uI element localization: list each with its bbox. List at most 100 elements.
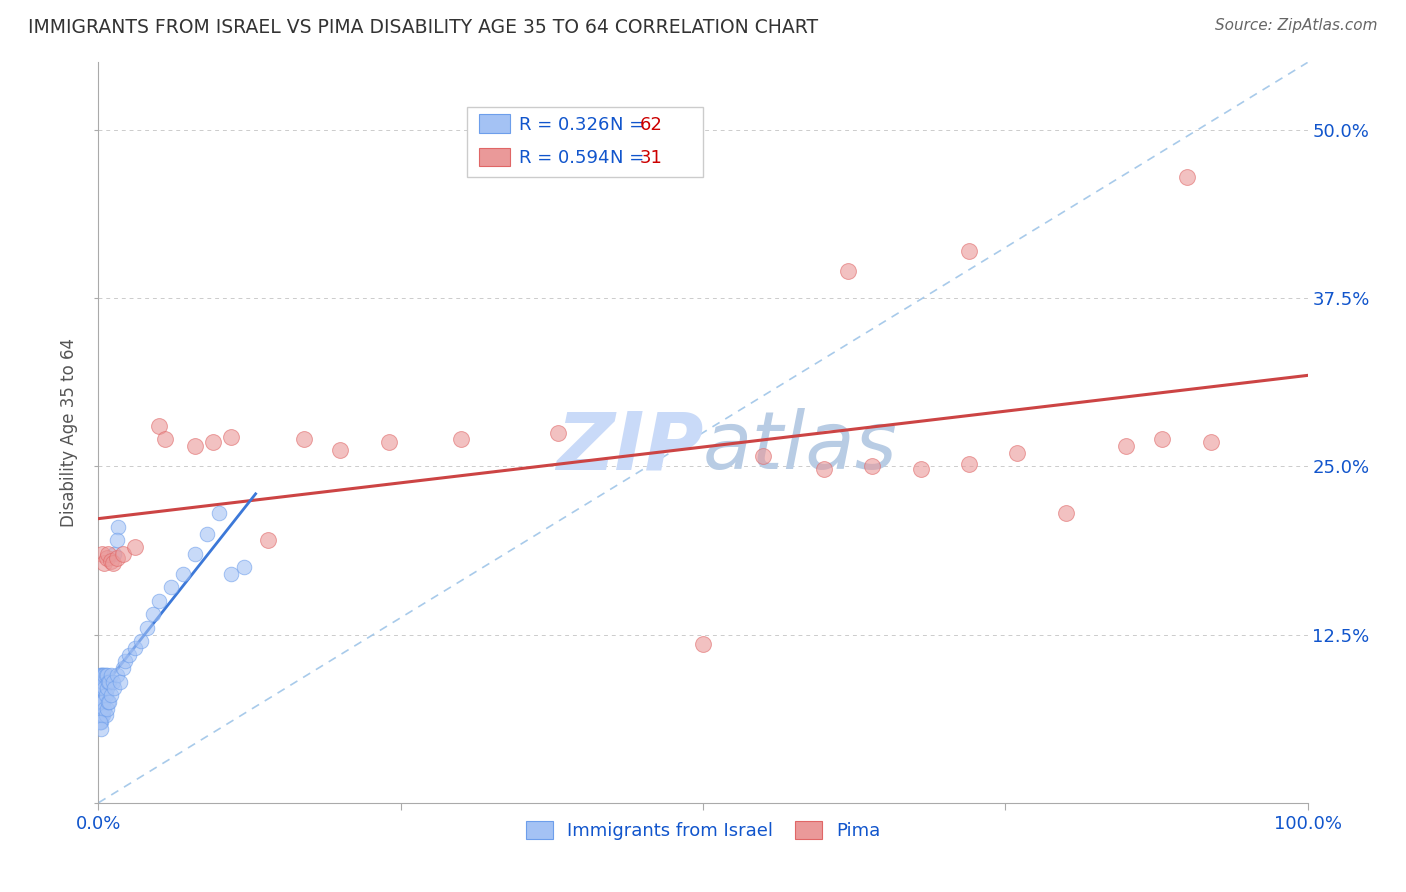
Point — [108, 674, 131, 689]
Point — [100, 668, 122, 682]
Point — [97, 547, 120, 561]
Point — [124, 640, 146, 655]
Point — [111, 547, 134, 561]
Point — [221, 430, 243, 444]
Point — [93, 701, 115, 715]
Point — [103, 681, 125, 696]
Text: 62: 62 — [640, 116, 664, 134]
FancyBboxPatch shape — [479, 114, 509, 133]
Point — [94, 708, 117, 723]
Text: IMMIGRANTS FROM ISRAEL VS PIMA DISABILITY AGE 35 TO 64 CORRELATION CHART: IMMIGRANTS FROM ISRAEL VS PIMA DISABILIT… — [28, 18, 818, 37]
Text: N =: N = — [610, 116, 650, 134]
Point — [91, 668, 114, 682]
Point — [98, 695, 121, 709]
Point — [105, 550, 128, 565]
Text: N =: N = — [610, 149, 650, 167]
Point — [91, 695, 114, 709]
Point — [142, 607, 165, 622]
Point — [93, 556, 115, 570]
Point — [91, 674, 114, 689]
Point — [256, 533, 278, 548]
Point — [89, 688, 111, 702]
Point — [135, 621, 157, 635]
Point — [837, 264, 859, 278]
Point — [90, 674, 112, 689]
Point — [232, 560, 254, 574]
Text: ZIP: ZIP — [555, 409, 703, 486]
Point — [96, 681, 118, 696]
Point — [1175, 169, 1198, 184]
Point — [910, 462, 932, 476]
Point — [94, 688, 117, 702]
FancyBboxPatch shape — [467, 107, 703, 178]
Point — [93, 668, 115, 682]
Point — [90, 708, 112, 723]
Point — [101, 674, 124, 689]
Point — [91, 681, 114, 696]
Point — [91, 674, 114, 689]
Point — [184, 547, 207, 561]
Point — [184, 439, 207, 453]
Point — [91, 708, 114, 723]
Point — [1007, 446, 1029, 460]
Point — [292, 433, 315, 447]
Point — [89, 701, 111, 715]
Point — [100, 553, 122, 567]
Point — [94, 668, 117, 682]
Point — [91, 668, 114, 682]
Point — [153, 433, 176, 447]
Point — [148, 418, 170, 433]
Point — [101, 556, 124, 570]
Point — [96, 701, 118, 715]
Point — [860, 459, 883, 474]
Point — [377, 435, 399, 450]
Text: R = 0.594: R = 0.594 — [519, 149, 610, 167]
Point — [160, 581, 183, 595]
Point — [172, 566, 194, 581]
Point — [89, 681, 111, 696]
Point — [547, 425, 569, 440]
Text: atlas: atlas — [703, 409, 898, 486]
Point — [96, 550, 118, 565]
Point — [202, 435, 225, 450]
Point — [97, 674, 120, 689]
Point — [148, 594, 170, 608]
Point — [195, 526, 218, 541]
Point — [105, 533, 128, 548]
Point — [114, 655, 136, 669]
Point — [97, 695, 120, 709]
FancyBboxPatch shape — [479, 147, 509, 166]
Point — [957, 457, 980, 471]
Point — [91, 695, 114, 709]
Point — [90, 668, 112, 682]
Point — [89, 695, 111, 709]
Point — [90, 714, 112, 729]
Text: 31: 31 — [640, 149, 664, 167]
Point — [89, 714, 111, 729]
Point — [90, 681, 112, 696]
Point — [89, 714, 111, 729]
Point — [957, 244, 980, 258]
Point — [129, 634, 152, 648]
Text: Source: ZipAtlas.com: Source: ZipAtlas.com — [1215, 18, 1378, 33]
Point — [329, 443, 352, 458]
Point — [1054, 507, 1077, 521]
Text: R = 0.326: R = 0.326 — [519, 116, 610, 134]
Point — [813, 462, 835, 476]
Point — [221, 566, 243, 581]
Y-axis label: Disability Age 35 to 64: Disability Age 35 to 64 — [60, 338, 79, 527]
Point — [450, 433, 472, 447]
Point — [98, 674, 121, 689]
Point — [93, 681, 115, 696]
Point — [107, 520, 129, 534]
Point — [111, 661, 134, 675]
Point — [89, 674, 111, 689]
Point — [91, 547, 114, 561]
Point — [752, 449, 775, 463]
Point — [100, 688, 122, 702]
Point — [90, 722, 112, 736]
Point — [105, 668, 128, 682]
Point — [118, 648, 141, 662]
Point — [1152, 433, 1174, 447]
Point — [1115, 439, 1137, 453]
